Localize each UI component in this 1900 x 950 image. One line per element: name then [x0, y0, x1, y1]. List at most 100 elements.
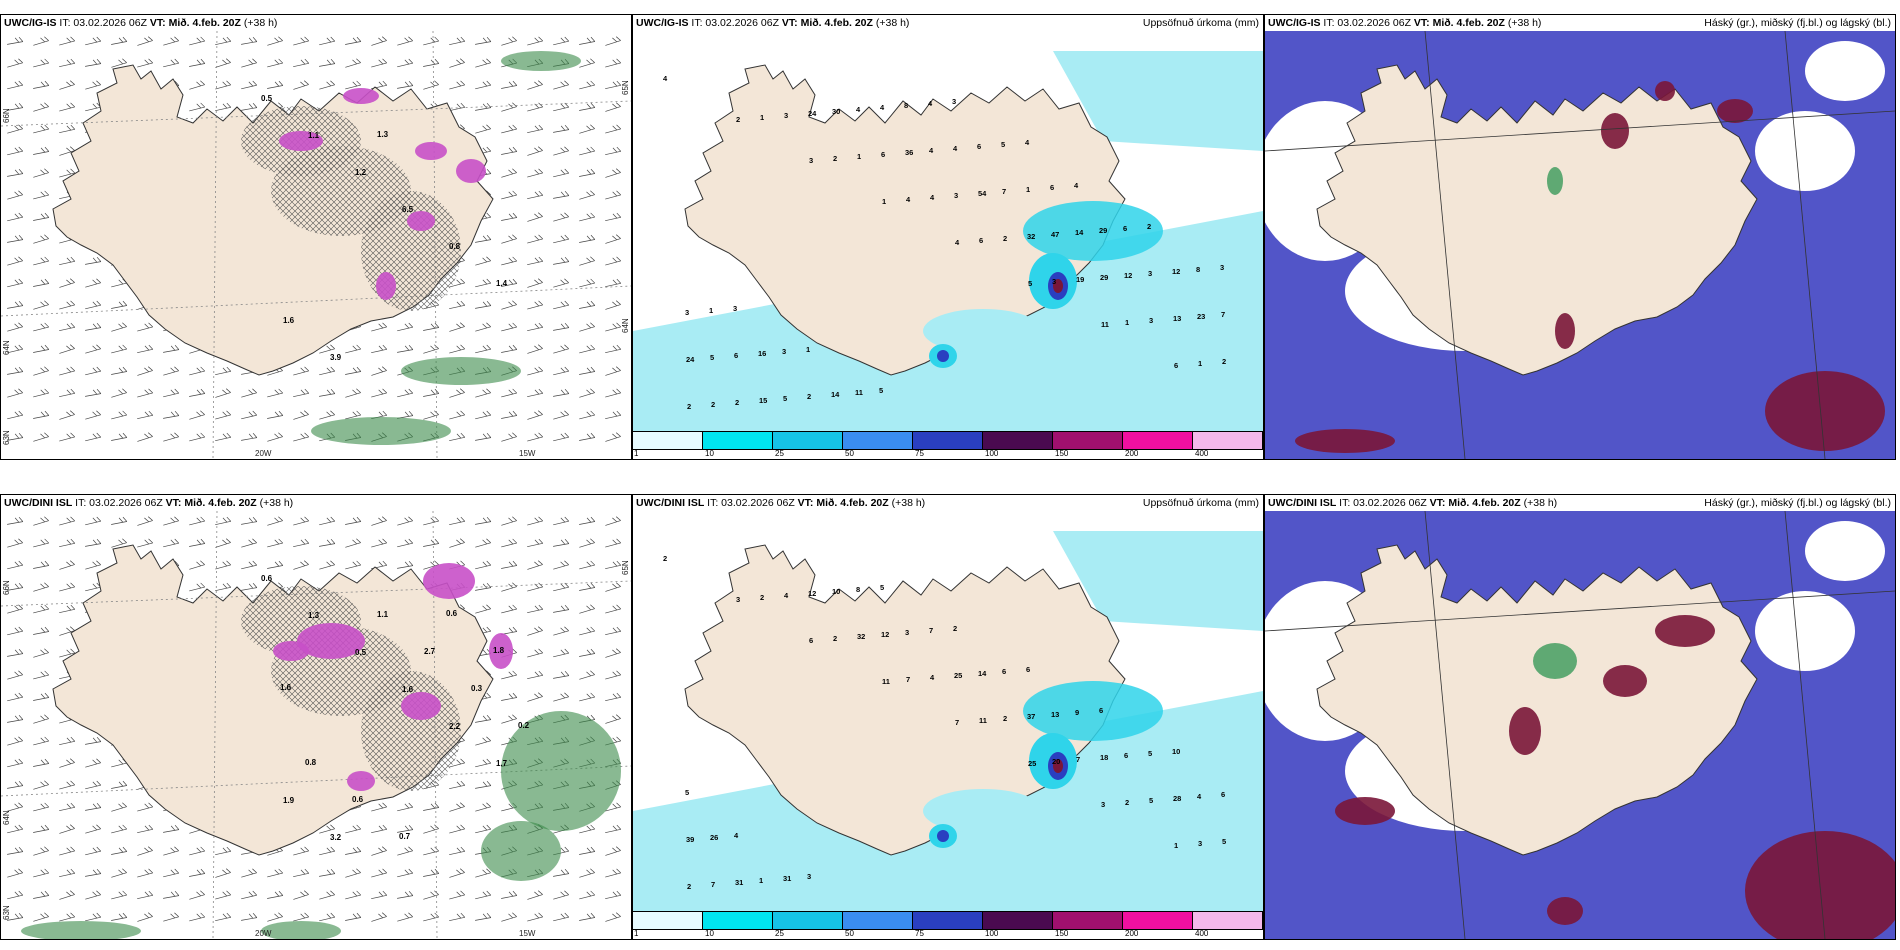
wind-barb [319, 846, 336, 856]
precip-value-label: 6 [1026, 665, 1030, 674]
precip-value-label: 2 [1003, 714, 1007, 723]
wind-barb [579, 890, 596, 900]
precip-value-label: 4 [1074, 181, 1079, 190]
wind-barb [267, 560, 284, 569]
wind-barb [59, 780, 75, 790]
lat-label-64n: 64N [2, 340, 11, 355]
wind-barb [449, 36, 466, 46]
precip-value-label: 1.9 [283, 796, 295, 805]
precip-value-label: 14 [831, 390, 840, 399]
wind-barb [137, 912, 153, 922]
wind-barb [527, 278, 543, 288]
wind-barb [33, 692, 50, 701]
precip-value-label: 6 [979, 236, 983, 245]
precip-value-label: 0.6 [352, 795, 364, 804]
precip-value-label: 54 [978, 189, 987, 198]
wind-barb [215, 58, 231, 68]
wind-barb [397, 36, 413, 46]
wind-barb [189, 36, 206, 46]
colorbar-bin [913, 912, 983, 929]
wind-barb [241, 80, 258, 90]
wind-barb [85, 758, 101, 768]
precip-value-label: 36 [905, 148, 913, 157]
wind-barb [33, 432, 49, 442]
wind-barb [33, 868, 50, 878]
model-name: UWC/IG-IS [636, 17, 689, 29]
precip-value-label: 5 [1001, 140, 1005, 149]
wind-barb [189, 410, 205, 420]
wind-barb [475, 780, 492, 789]
precip-value-label: 10 [1172, 747, 1180, 756]
wind-barb [371, 846, 387, 856]
wind-barb [59, 80, 75, 90]
wind-barb [345, 388, 361, 398]
wind-barb [605, 278, 622, 288]
iceland-coastline [1316, 64, 1758, 376]
graticule-line [212, 511, 218, 939]
wind-barb [605, 212, 622, 222]
wind-barb [397, 344, 414, 353]
precip-value-label: 2 [833, 154, 837, 163]
wind-barb [345, 58, 361, 68]
wind-barb [527, 366, 543, 376]
wind-barb [553, 322, 570, 331]
init-time: IT: 03.02.2026 06Z [691, 17, 779, 29]
wind-barb [215, 36, 232, 46]
wind-barb [7, 648, 24, 657]
wind-barb [7, 410, 24, 420]
wind-barb [475, 256, 491, 266]
precip-value-label: 3.9 [330, 353, 342, 362]
colorbar-bin [1193, 912, 1263, 929]
wind-barb [501, 516, 517, 526]
wind-barb [33, 300, 49, 310]
wind-barb [267, 58, 284, 68]
precip-value-label: 6 [1002, 667, 1006, 676]
wind-barb [293, 366, 309, 376]
wind-barb [553, 432, 570, 442]
colorbar-bin [913, 432, 983, 449]
wind-barb [371, 868, 387, 878]
precip-area [407, 211, 435, 231]
precip-area [343, 88, 379, 104]
wind-barb [85, 256, 102, 265]
wind-barb [553, 410, 569, 420]
colorbar-bins [633, 431, 1263, 450]
wind-barb [579, 344, 596, 354]
wind-barb [111, 824, 128, 834]
wind-barb [189, 388, 206, 397]
wind-barb [267, 388, 284, 398]
wind-barb [527, 256, 544, 266]
wind-barb [85, 780, 102, 790]
wind-barb [59, 322, 76, 332]
precip-value-label: 1.1 [308, 131, 320, 140]
clear-sky-area [1805, 41, 1885, 101]
init-time: IT: 03.02.2026 06Z [1323, 17, 1411, 29]
lon-label-20w: 20W [255, 449, 272, 458]
wind-barb [59, 344, 75, 354]
wind-barb [7, 560, 24, 570]
precip-value-label: 6.5 [402, 205, 414, 214]
wind-barb [527, 626, 543, 636]
wind-barb [33, 80, 50, 89]
wind-barb [423, 322, 440, 331]
precip-value-label: 12 [1172, 267, 1180, 276]
wind-barb [475, 560, 492, 570]
wind-barb [553, 582, 570, 592]
wind-barb [163, 912, 179, 922]
precip-area [456, 159, 486, 183]
wind-barb [293, 846, 309, 856]
wind-barb [33, 278, 50, 287]
wind-barb [241, 36, 258, 45]
wind-barb [163, 846, 179, 856]
wind-barb [449, 80, 465, 90]
lat-label-right-64n: 64N [621, 318, 630, 333]
wind-barb [579, 36, 596, 45]
wind-barb [501, 124, 518, 134]
wind-barb [163, 36, 179, 46]
wind-barb [553, 256, 570, 265]
lat-label-63n: 63N [2, 430, 11, 445]
wind-barb [33, 58, 50, 68]
wind-barb [293, 80, 309, 90]
wind-barb [579, 388, 595, 398]
colorbar-bin [843, 432, 913, 449]
